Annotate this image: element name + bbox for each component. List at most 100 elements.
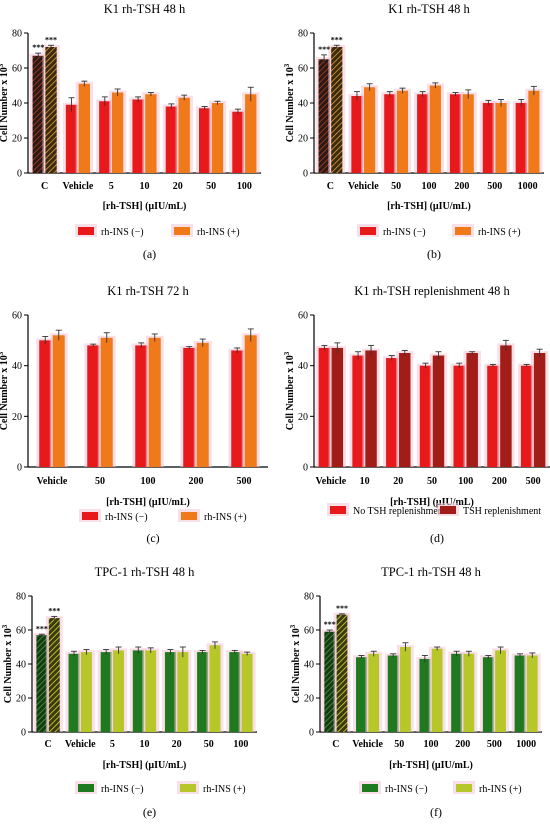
y-axis-label: Cell Number x 103	[289, 624, 302, 703]
chart-panel-b: K1 rh-TSH 48 h 0 20 40 60 80 Cell Number x 103…	[283, 2, 544, 261]
legend-label: rh-INS (+)	[197, 227, 240, 238]
y-tick-label: 60	[298, 64, 308, 75]
bar-200-s1	[451, 653, 462, 732]
bar-10-s1	[132, 99, 144, 173]
significance-label: ***	[336, 604, 348, 613]
bar-200-s1	[487, 365, 499, 467]
y-axis-label: Cell Number x 103	[283, 63, 296, 142]
legend-swatch	[455, 227, 471, 235]
bar-20-s2	[399, 353, 411, 467]
y-tick-label: 80	[298, 29, 308, 40]
x-tick-label: C	[44, 739, 51, 750]
chart-title: K1 rh-TSH replenishment 48 h	[354, 284, 510, 298]
y-tick-label: 60	[298, 311, 308, 322]
bar-100-s2	[245, 94, 257, 173]
bar-20-s1	[386, 358, 398, 467]
y-tick-label: 0	[303, 463, 308, 474]
bar-50-s2	[432, 355, 445, 467]
bar-Vehicle-s1	[39, 340, 52, 467]
y-axis-label: Cell Number x 103	[0, 63, 10, 142]
bar-50-s2	[100, 337, 113, 467]
x-axis-label: [rh-TSH] (µIU/mL)	[103, 201, 187, 212]
panel-label: (a)	[143, 247, 156, 261]
panel-label: (c)	[146, 531, 159, 545]
y-tick-label: 60	[16, 626, 26, 637]
x-tick-label: 20	[173, 181, 183, 192]
x-tick-label: Vehicle	[352, 739, 383, 750]
y-tick-label: 0	[309, 728, 314, 739]
x-tick-label: 100	[424, 739, 439, 750]
legend-swatch	[180, 784, 196, 792]
y-axis-label: Cell Number x 103	[1, 624, 14, 703]
bar-10-s2	[145, 94, 157, 173]
bar-50-s1	[199, 108, 211, 173]
bar-100-s1	[229, 652, 241, 732]
x-tick-label: 500	[487, 181, 502, 192]
bar-100-s1	[453, 365, 465, 467]
bar-50-s1	[197, 652, 209, 732]
bar-Vehicle-s2	[52, 335, 65, 467]
chart-title: K1 rh-TSH 48 h	[388, 2, 470, 16]
x-tick-label: 500	[526, 476, 541, 487]
legend-label: rh-INS (−)	[383, 227, 426, 238]
legend-label: rh-INS (−)	[105, 512, 148, 523]
y-tick-label: 20	[12, 412, 22, 423]
legend-label: No TSH replenishment	[353, 506, 446, 517]
bar-Vehicle-s2	[364, 87, 376, 173]
bar-100-s2	[429, 85, 441, 173]
legend-label: rh-INS (+)	[478, 227, 521, 238]
y-tick-label: 20	[16, 694, 26, 705]
bar-C-s2	[48, 618, 60, 732]
x-axis-label: [rh-TSH] (µIU/mL)	[103, 760, 187, 771]
x-tick-label: 20	[172, 739, 182, 750]
x-tick-label: 100	[458, 476, 473, 487]
chart-panel-c: K1 rh-TSH 72 h 0 20 40 60 Cell Number x 103 Ve…	[0, 284, 268, 545]
x-tick-label: 50	[427, 476, 437, 487]
y-tick-label: 40	[16, 660, 26, 671]
bar-Vehicle-s2	[331, 347, 344, 467]
x-tick-label: 5	[110, 739, 115, 750]
chart-title: K1 rh-TSH 48 h	[104, 2, 186, 16]
x-axis-label: [rh-TSH] (µIU/mL)	[390, 497, 474, 508]
legend-swatch	[456, 784, 472, 792]
legend-swatch	[440, 506, 456, 514]
y-tick-label: 40	[298, 99, 308, 110]
bar-50-s1	[419, 365, 432, 467]
x-tick-label: 50	[206, 181, 216, 192]
significance-label: ***	[324, 620, 336, 629]
bar-C-s1	[32, 55, 44, 173]
bar-50-s1	[384, 94, 396, 173]
bar-500-s2	[495, 103, 507, 173]
bar-Vehicle-s2	[368, 653, 380, 732]
x-tick-label: 1000	[518, 181, 538, 192]
bar-5-s1	[100, 652, 112, 732]
x-tick-label: 20	[393, 476, 403, 487]
bar-C-s1	[324, 631, 336, 732]
bar-C-s1	[318, 59, 330, 173]
bar-500-s2	[244, 335, 257, 467]
y-tick-label: 20	[298, 134, 308, 145]
y-tick-label: 20	[304, 694, 314, 705]
bar-Vehicle-s1	[68, 653, 80, 732]
x-tick-label: 200	[454, 181, 469, 192]
y-tick-label: 60	[12, 64, 22, 75]
x-axis-label: [rh-TSH] (µIU/mL)	[389, 760, 473, 771]
bar-20-s1	[164, 652, 176, 732]
x-tick-label: Vehicle	[65, 739, 96, 750]
legend-label: rh-INS (+)	[479, 784, 522, 795]
bar-1000-s2	[526, 655, 538, 732]
y-axis-label: Cell Number x 103	[283, 351, 296, 430]
bar-200-s2	[196, 342, 209, 467]
x-tick-label: 200	[455, 739, 470, 750]
bar-100-s2	[431, 648, 443, 732]
y-tick-label: 60	[304, 626, 314, 637]
y-tick-label: 0	[17, 169, 22, 180]
bar-200-s2	[463, 653, 475, 732]
x-tick-label: 100	[422, 181, 437, 192]
bar-100-s1	[232, 111, 244, 173]
legend-swatch	[78, 227, 94, 235]
bar-1000-s2	[528, 90, 540, 173]
x-tick-label: 200	[189, 476, 204, 487]
significance-label: ***	[318, 45, 330, 54]
